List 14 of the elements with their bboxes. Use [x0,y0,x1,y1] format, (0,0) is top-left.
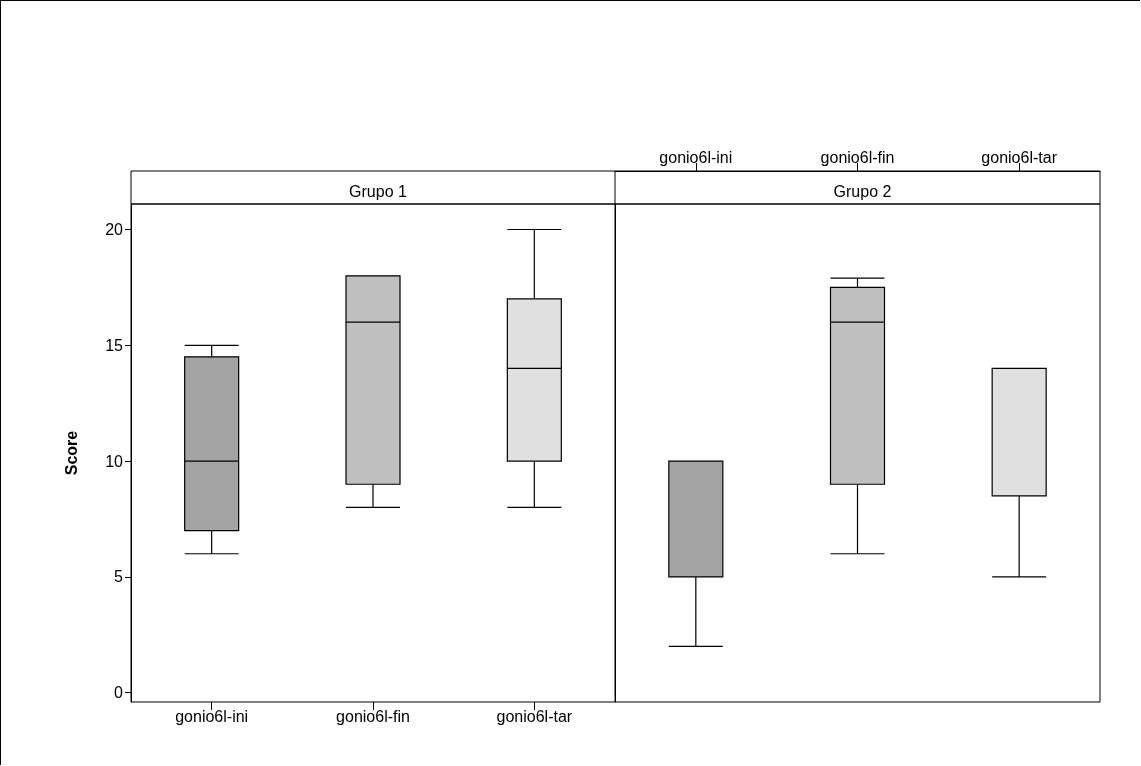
chart-title: Grupo 2 [833,182,892,200]
x-tick-label: gonio6l-fin [336,707,410,725]
y-tick-label: 10 [105,452,124,470]
y-tick-label: 5 [114,568,124,586]
chart-title: Grupo 1 [349,182,408,200]
y-tick-label: 15 [105,336,124,354]
y-tick-label: 20 [105,220,124,238]
y-axis-title: Score [62,430,80,476]
x-tick-label: gonio6l-ini [175,707,249,725]
x-tick-label: gonio6l-fin [820,148,895,166]
x-tick-label: gonio6l-tar [981,148,1058,166]
x-tick-label: gonio6l-ini [659,148,733,166]
x-tick-label: gonio6l-tar [496,707,573,725]
y-tick-label: 0 [114,684,124,702]
